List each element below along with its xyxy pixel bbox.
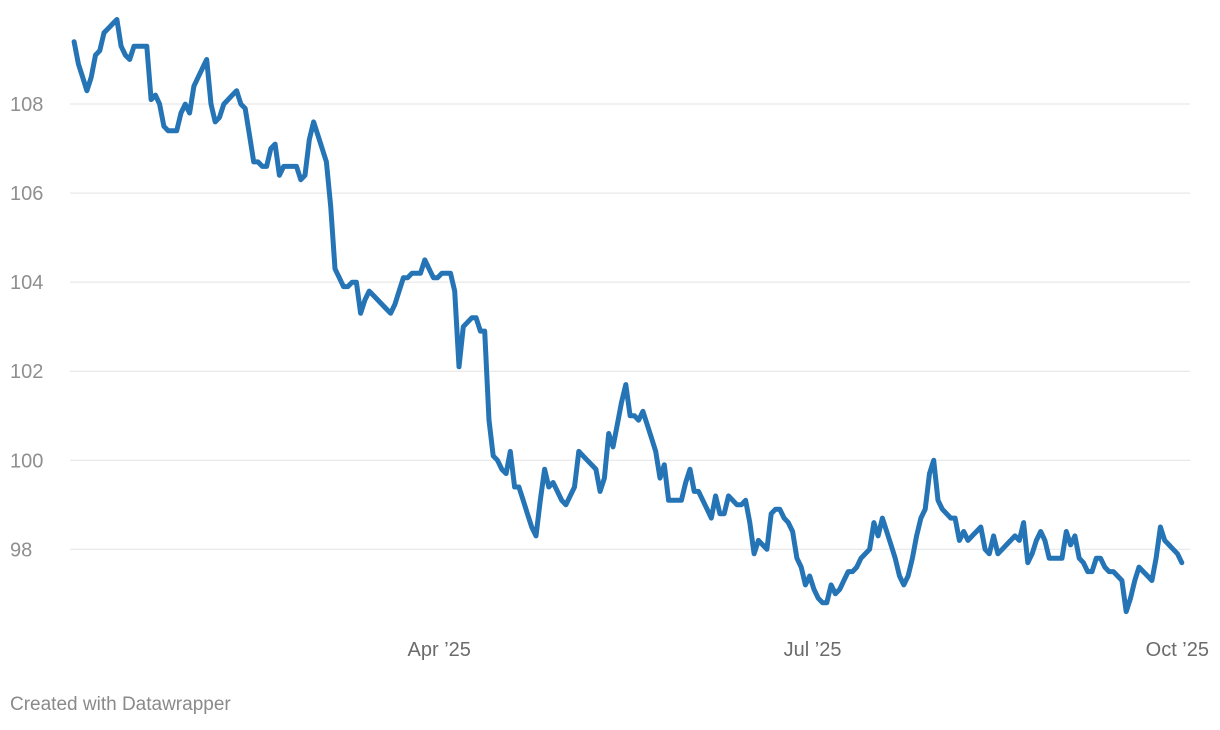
chart-svg: 98 100 102 104 106 108 Apr ’25 Jul ’25 Oct ’25 bbox=[10, 17, 1209, 661]
series-line bbox=[71, 17, 1185, 615]
y-tick-label: 102 bbox=[10, 361, 43, 383]
y-axis-ticks: 98 100 102 104 106 108 bbox=[10, 94, 43, 561]
grid-layer bbox=[70, 103, 1190, 550]
x-axis-ticks: Apr ’25 Jul ’25 Oct ’25 bbox=[408, 639, 1209, 661]
series-layer bbox=[71, 17, 1185, 615]
x-tick-label: Jul ’25 bbox=[784, 639, 842, 661]
y-tick-label: 104 bbox=[10, 272, 43, 294]
x-tick-label: Oct ’25 bbox=[1146, 639, 1209, 661]
credit-text: Created with Datawrapper bbox=[10, 694, 231, 715]
line-chart: 98 100 102 104 106 108 Apr ’25 Jul ’25 Oct ’25 bbox=[10, 17, 1209, 661]
x-tick-label: Apr ’25 bbox=[408, 639, 471, 661]
y-tick-label: 108 bbox=[10, 94, 43, 116]
y-tick-label: 100 bbox=[10, 450, 43, 472]
y-tick-label: 106 bbox=[10, 183, 43, 205]
y-tick-label: 98 bbox=[10, 539, 32, 561]
